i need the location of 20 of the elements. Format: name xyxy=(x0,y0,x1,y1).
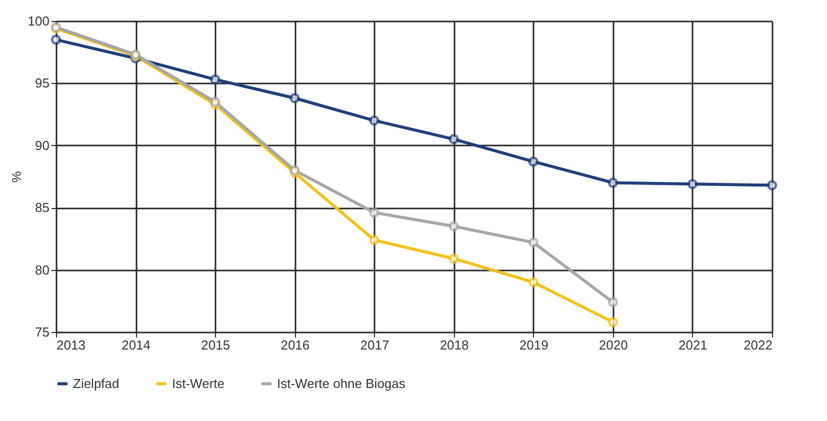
y-tick-label: 95 xyxy=(35,76,50,91)
x-tick-label: 2020 xyxy=(598,338,628,352)
x-tick-label: 2016 xyxy=(280,338,310,352)
legend-label: Zielpfad xyxy=(73,376,120,391)
x-tick-label: 2017 xyxy=(360,338,390,352)
y-tick-label: 75 xyxy=(35,324,50,340)
y-tick-label: 80 xyxy=(35,262,50,278)
y-axis-title: % xyxy=(8,170,24,183)
y-tick-label: 100 xyxy=(28,14,50,28)
y-tick-label: 85 xyxy=(35,200,50,216)
x-tick-label: 2021 xyxy=(678,338,708,352)
y-tick-label: 90 xyxy=(35,138,50,153)
x-tick-label: 2018 xyxy=(440,338,469,352)
legend-label: Ist-Werte ohne Biogas xyxy=(277,376,406,391)
x-tick-label: 2015 xyxy=(201,338,230,352)
x-tick-label: 2014 xyxy=(122,338,151,352)
x-tick-label: 2022 xyxy=(744,338,772,352)
x-tick-label: 2013 xyxy=(56,338,86,352)
legend-label: Ist-Werte xyxy=(172,376,224,391)
x-tick-label: 2019 xyxy=(519,338,548,352)
